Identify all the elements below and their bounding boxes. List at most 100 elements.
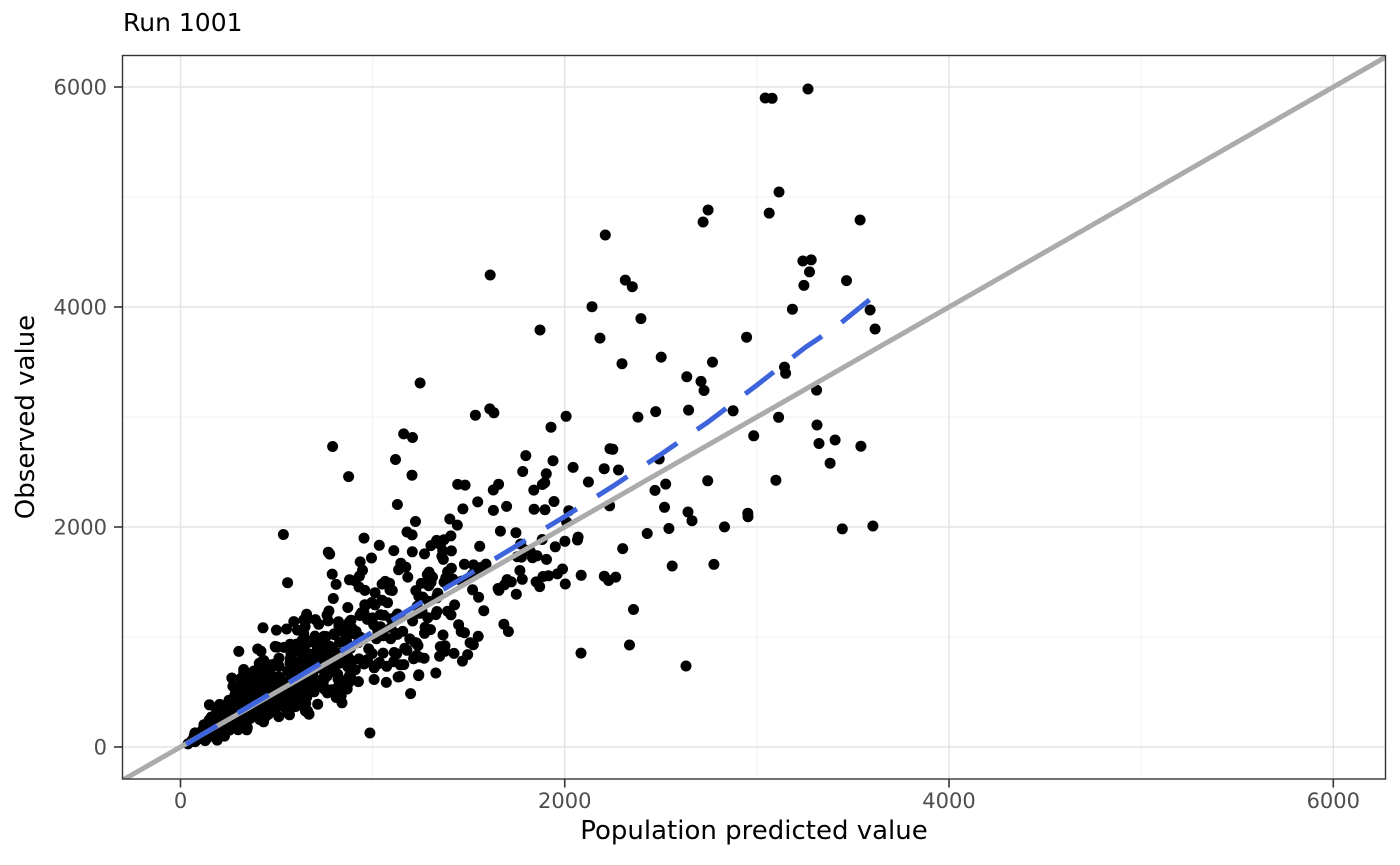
scatter-point [539, 504, 551, 516]
scatter-point [369, 587, 381, 599]
scatter-point [405, 688, 417, 700]
scatter-point [282, 695, 294, 707]
scatter-point [377, 647, 389, 659]
scatter-point [282, 577, 294, 589]
scatter-point [386, 585, 398, 596]
reference-lines [122, 55, 1386, 779]
scatter-point-outlier [802, 83, 814, 95]
scatter-point [741, 331, 753, 343]
scatter-point-outlier [829, 434, 841, 446]
scatter-point [284, 638, 296, 650]
scatter-point [394, 659, 406, 671]
scatter-point [559, 535, 571, 547]
scatter-point [299, 705, 311, 717]
scatter-point [328, 628, 340, 640]
scatter-point [232, 724, 244, 736]
scatter-point [682, 506, 694, 518]
x-tick-label: 6000 [1307, 789, 1360, 813]
scatter-point [256, 678, 267, 690]
scatter-point [449, 599, 461, 611]
scatter-point [472, 630, 484, 642]
scatter-point [334, 636, 345, 648]
scatter-point-outlier [702, 204, 714, 216]
scatter-point [467, 584, 479, 596]
scatter-point [438, 534, 450, 546]
scatter-point [567, 461, 579, 473]
scatter-point [390, 454, 401, 465]
scatter-point [425, 540, 437, 552]
scatter-point [649, 484, 661, 496]
scatter-point [284, 709, 295, 721]
scatter-point [517, 466, 529, 477]
scatter-point [411, 637, 423, 649]
scatter-point [439, 645, 451, 657]
scatter-point [686, 515, 698, 527]
scatter-point [445, 545, 457, 557]
scatter-point [374, 609, 386, 621]
scatter-point [510, 588, 522, 600]
scatter-point [681, 371, 693, 383]
panel-border-rect [121, 54, 1387, 780]
scatter-point [235, 672, 247, 684]
scatter-point [391, 648, 403, 660]
scatter-point [257, 622, 269, 634]
scatter-point [501, 574, 513, 586]
scatter-point [381, 660, 393, 672]
x-tick-label: 0 [174, 789, 187, 813]
scatter-point [727, 405, 739, 417]
scatter-point [406, 546, 418, 558]
scatter-point [357, 564, 368, 576]
scatter-point [510, 527, 522, 539]
scatter-point [528, 484, 540, 496]
scatter-point [478, 605, 490, 617]
scatter-point [575, 569, 587, 581]
y-tick-label: 4000 [54, 296, 107, 320]
scatter-point [456, 655, 468, 667]
scatter-point [398, 428, 410, 440]
scatter-point [226, 672, 238, 684]
scatter-point [457, 503, 469, 515]
scatter-point [261, 706, 273, 718]
scatter-point [624, 639, 635, 651]
scatter-point [514, 565, 526, 576]
scatter-point [836, 523, 848, 535]
scatter-point [422, 612, 434, 624]
scatter-point [245, 680, 257, 692]
scatter-point [813, 438, 825, 449]
scatter-point [327, 593, 339, 604]
scatter-point [708, 558, 720, 570]
scatter-point [683, 404, 695, 416]
scatter-point [394, 671, 406, 682]
x-axis-title: Population predicted value [580, 816, 928, 846]
scatter-point [309, 614, 321, 626]
scatter-point [604, 443, 616, 455]
scatter-point-outlier [766, 92, 778, 104]
scatter-point [349, 664, 361, 676]
y-axis-title: Observed value [11, 314, 41, 520]
scatter-point [702, 475, 714, 487]
x-tick-label: 4000 [922, 789, 975, 813]
scatter-point [472, 496, 484, 508]
scatter-point [327, 441, 339, 452]
scatter-point [484, 403, 496, 415]
scatter-point [444, 513, 456, 525]
scatter-point [354, 556, 366, 568]
scatter-point [330, 578, 342, 590]
scatter-point [798, 279, 810, 291]
scatter-point [548, 496, 560, 507]
scatter-point [770, 474, 782, 486]
scatter-point [543, 570, 554, 582]
scatter-point [368, 660, 380, 672]
scatter-point [855, 440, 867, 452]
scatter-point [431, 606, 443, 617]
scatter-point [290, 700, 302, 712]
scatter-point [586, 301, 598, 313]
scatter-point [267, 670, 279, 682]
scatter-point [442, 566, 454, 578]
scatter-point [659, 501, 670, 513]
scatter-point [598, 463, 610, 475]
scatter-point-outlier [619, 274, 631, 286]
scatter-point [660, 478, 672, 490]
